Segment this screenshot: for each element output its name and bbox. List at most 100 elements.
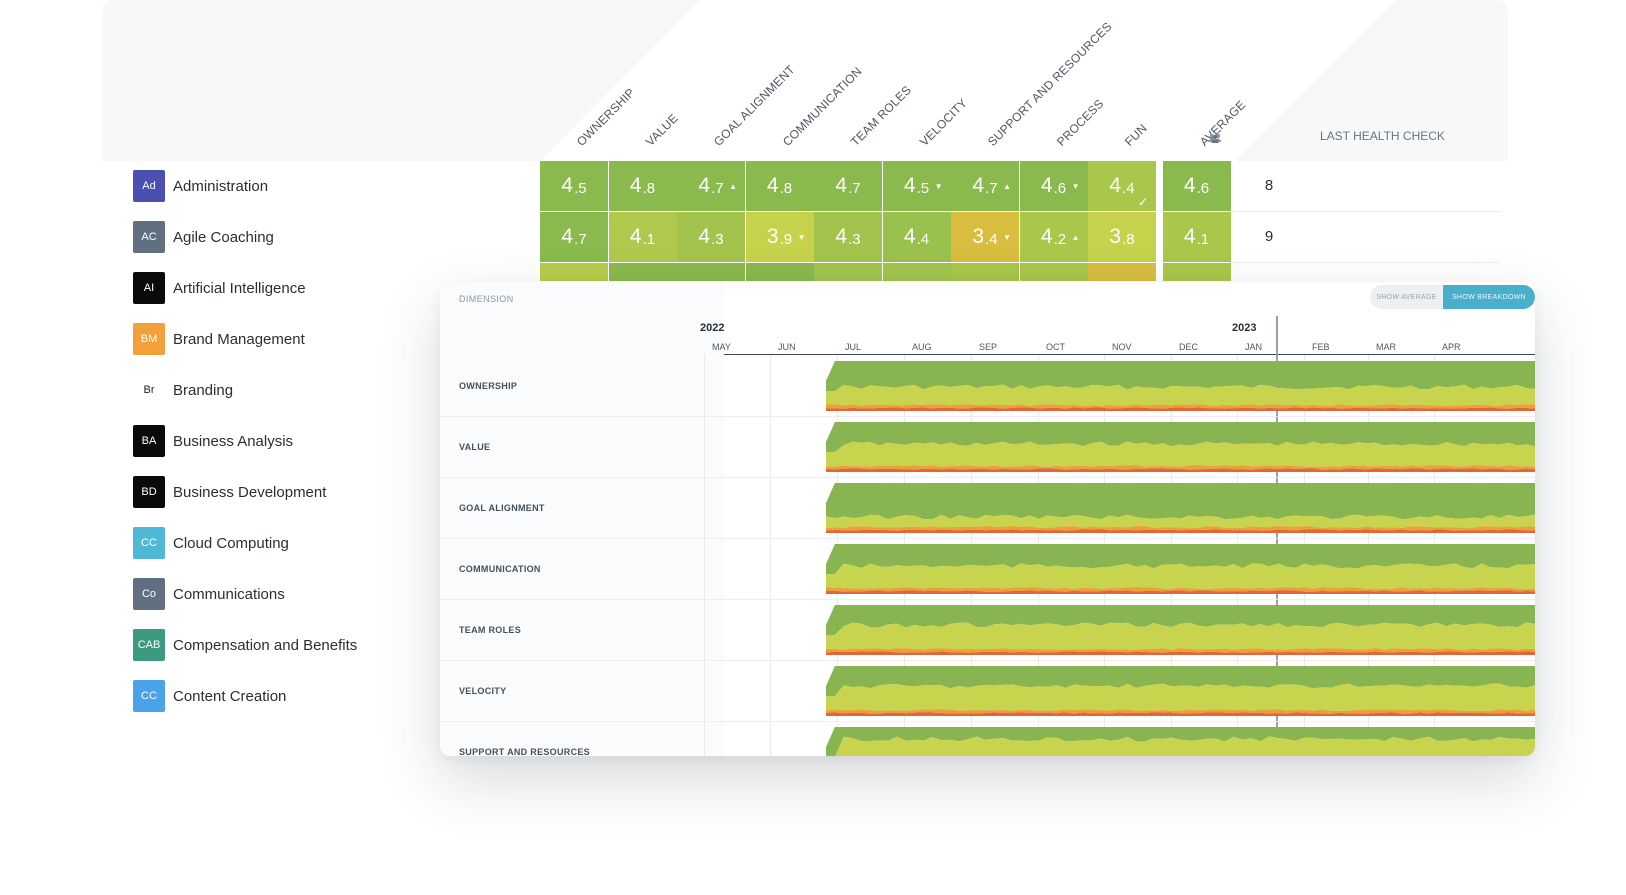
score-cell-velocity[interactable]: 4.4 [882,212,951,262]
dimension-label-value[interactable]: VALUE [459,442,491,452]
dimension-trend-band-communication[interactable] [826,544,1535,594]
score-integer: 4 [1183,174,1196,197]
dimension-label-velocity[interactable]: VELOCITY [459,686,507,696]
score-cell-goal-alignment[interactable]: 4.7 ▲ [677,161,745,211]
score-integer: 4 [561,225,574,248]
team-row-administration[interactable]: Ad Administration [133,170,268,202]
dimension-row-divider [440,477,1535,478]
dimension-label-goal-alignment[interactable]: GOAL ALIGNMENT [459,503,545,513]
score-integer: 4 [1109,174,1122,197]
band-lime [826,441,1535,467]
dimension-label-ownership[interactable]: OWNERSHIP [459,381,518,391]
dimension-label-communication[interactable]: COMMUNICATION [459,564,541,574]
score-cell-peek[interactable] [1019,263,1088,281]
member-count: 9 [1264,228,1274,245]
band-green [826,361,1535,391]
score-integer: 4 [629,225,642,248]
score-decimal: .1 [1196,230,1210,248]
trend-up-icon: ▲ [1071,233,1080,242]
score-cell-peek[interactable] [745,263,814,281]
year-separator-line [1276,316,1278,756]
dimension-row-divider [440,721,1535,722]
score-cell-peek[interactable] [677,263,745,281]
team-row-branding[interactable]: Br Branding [133,374,233,406]
team-name: Compensation and Benefits [173,636,358,654]
score-cell-support-and-resources[interactable]: 3.4 ▼ [951,212,1019,262]
month-label-aug: AUG [912,342,932,352]
score-integer: 3 [972,225,985,248]
score-integer: 4 [972,174,985,197]
team-row-business-analysis[interactable]: BA Business Analysis [133,425,293,457]
team-row-cloud-computing[interactable]: CC Cloud Computing [133,527,289,559]
average-score-cell[interactable]: 4.1 [1162,212,1231,262]
score-cell-team-roles[interactable]: 4.3 [814,212,882,262]
score-cell-communication[interactable]: 3.9 ▼ [745,212,814,262]
year-label-2022: 2022 [700,322,725,334]
score-cell-support-and-resources[interactable]: 4.7 ▲ [951,161,1019,211]
average-score-cell[interactable]: 4.6 [1162,161,1231,211]
score-decimal: .4 [916,230,930,248]
band-red [826,468,1535,472]
dimension-trend-band-team-roles[interactable] [826,605,1535,655]
last-health-check-header[interactable]: LAST HEALTH CHECK [1320,129,1445,143]
score-cell-velocity[interactable]: 4.5 ▼ [882,161,951,211]
month-label-nov: NOV [1112,342,1132,352]
month-label-jan: JAN [1245,342,1263,352]
dimension-trend-band-value[interactable] [826,422,1535,472]
score-cell-process[interactable]: 4.2 ▲ [1019,212,1088,262]
band-orange [826,404,1535,409]
show-average-toggle[interactable]: SHOW AVERAGE [1370,285,1443,309]
score-decimal: .5 [916,179,930,197]
dimension-trend-band-ownership[interactable] [826,361,1535,411]
team-avatar: CAB [133,629,165,661]
score-cell-ownership[interactable]: 4.5 [540,161,608,211]
band-green [826,666,1535,696]
score-cell-fun[interactable]: 3.8 [1088,212,1156,262]
band-red [826,712,1535,716]
dimension-label-team-roles[interactable]: TEAM ROLES [459,625,522,635]
score-cell-process[interactable]: 4.6 ▼ [1019,161,1088,211]
dimension-label-support-and-resources[interactable]: SUPPORT AND RESOURCES [459,747,590,756]
score-decimal: .3 [848,230,861,248]
score-cell-team-roles[interactable]: 4.7 [814,161,882,211]
score-cell-peek[interactable] [1162,263,1231,281]
score-cell-value[interactable]: 4.8 [608,161,677,211]
score-integer: 4 [1183,225,1196,248]
score-cell-value[interactable]: 4.1 [608,212,677,262]
score-cell-peek[interactable] [540,263,608,281]
dimension-trend-band-goal-alignment[interactable] [826,483,1535,533]
score-cell-goal-alignment[interactable]: 4.3 [677,212,745,262]
team-row-artificial-intelligence[interactable]: AI Artificial Intelligence [133,272,306,304]
year-label-2023: 2023 [1232,322,1257,334]
score-cell-peek[interactable] [608,263,677,281]
score-cell-ownership[interactable]: 4.7 [540,212,608,262]
team-row-business-development[interactable]: BD Business Development [133,476,326,508]
score-cell-peek[interactable] [882,263,951,281]
dimension-trend-band-velocity[interactable] [826,666,1535,716]
band-green [826,605,1535,635]
score-cell-peek[interactable] [1088,263,1156,281]
score-cell-peek[interactable] [814,263,882,281]
team-row-agile-coaching[interactable]: AC Agile Coaching [133,221,274,253]
team-members-icon [1208,130,1222,148]
score-cell-fun[interactable]: 4.4 ✓ [1088,161,1156,211]
team-row-content-creation[interactable]: CC Content Creation [133,680,286,712]
score-decimal: .4 [1122,179,1135,197]
team-avatar: BA [133,425,165,457]
month-label-apr: APR [1442,342,1461,352]
band-orange [826,587,1535,592]
team-row-brand-management[interactable]: BM Brand Management [133,323,305,355]
show-breakdown-toggle[interactable]: SHOW BREAKDOWN [1443,285,1535,309]
trend-down-icon: ▼ [797,233,806,242]
team-row-compensation-and-benefits[interactable]: CAB Compensation and Benefits [133,629,357,661]
band-lime [826,514,1535,528]
score-cell-peek[interactable] [951,263,1019,281]
team-row-communications[interactable]: Co Communications [133,578,285,610]
dimension-row-divider [440,416,1535,417]
team-avatar: Co [133,578,165,610]
trend-up-icon: ▲ [729,182,737,191]
team-name: Communications [173,585,285,603]
score-cell-communication[interactable]: 4.8 [745,161,814,211]
month-label-mar: MAR [1376,342,1396,352]
dimension-trend-band-support-and-resources[interactable] [826,727,1535,756]
